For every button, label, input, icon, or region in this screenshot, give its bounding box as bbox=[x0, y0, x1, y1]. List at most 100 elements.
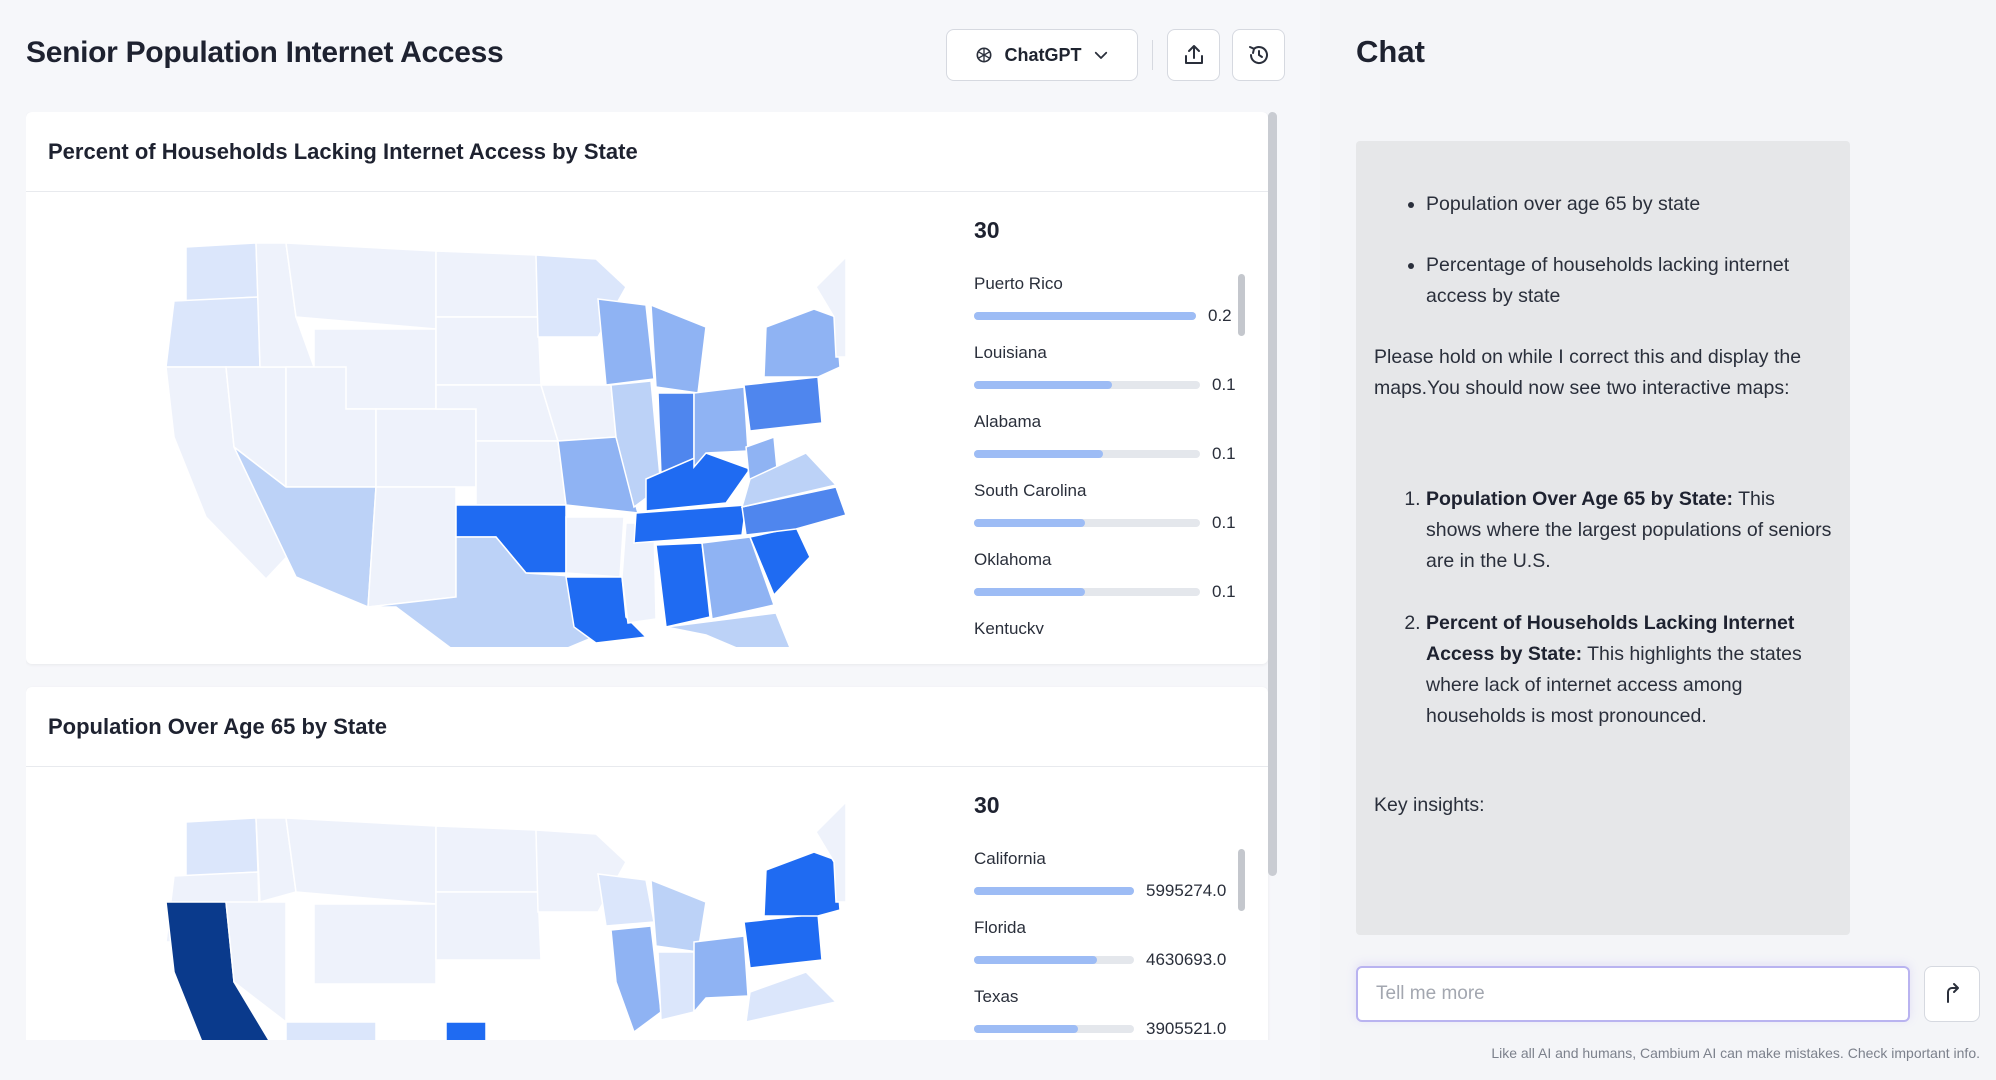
map-legend: 30 California 5995274.0 Florida 4630693.… bbox=[974, 792, 1274, 1040]
page-title: Senior Population Internet Access bbox=[26, 36, 504, 69]
legend-item[interactable]: Texas 3905521.0 bbox=[974, 987, 1274, 1040]
message-step: Population Over Age 65 by State: This sh… bbox=[1426, 484, 1832, 577]
legend-item-value: 0.1 bbox=[1212, 582, 1236, 601]
main-scrollbar[interactable] bbox=[1268, 112, 1277, 876]
internet-access-card: Percent of Households Lacking Internet A… bbox=[26, 112, 1268, 664]
state-arkansas bbox=[565, 516, 625, 578]
state-texas bbox=[367, 536, 595, 647]
legend-bar bbox=[974, 381, 1200, 389]
chevron-down-icon bbox=[1094, 51, 1107, 59]
state-washington bbox=[185, 817, 259, 877]
legend-item-name: Louisiana bbox=[974, 343, 1047, 362]
message-bullet-list: Population over age 65 by state Percenta… bbox=[1374, 189, 1832, 312]
state-illinois bbox=[610, 925, 662, 1034]
state-montana bbox=[285, 817, 437, 905]
legend-item-value: 0.1 bbox=[1212, 513, 1236, 532]
state-washington bbox=[185, 242, 259, 302]
state-idaho bbox=[255, 242, 316, 368]
legend-scrollbar[interactable] bbox=[1238, 274, 1245, 336]
legend-item[interactable]: Oklahoma 0.1 bbox=[974, 550, 1274, 619]
chat-input[interactable] bbox=[1356, 966, 1910, 1022]
state-ohio bbox=[693, 935, 749, 1015]
legend-count: 30 bbox=[974, 792, 1000, 818]
state-pennsylvania bbox=[743, 913, 823, 969]
step-text: This shows where the largest populations… bbox=[1426, 488, 1832, 572]
step-heading: Population Over Age 65 by State: bbox=[1426, 488, 1734, 510]
legend-bar bbox=[974, 312, 1196, 320]
us-choropleth-map-population[interactable] bbox=[146, 792, 846, 1040]
legend-item[interactable]: Puerto Rico 0.2 bbox=[974, 274, 1274, 343]
state-alabama bbox=[655, 542, 711, 628]
legend-bar-fill bbox=[974, 588, 1085, 596]
state-virginia bbox=[745, 971, 838, 1023]
charts-scroll-area[interactable]: Percent of Households Lacking Internet A… bbox=[26, 112, 1276, 1040]
legend-list[interactable]: Puerto Rico 0.2 Louisiana 0.1 Alabama 0.… bbox=[974, 274, 1274, 634]
state-arizona bbox=[233, 446, 377, 609]
state-georgia bbox=[701, 536, 775, 620]
legend-bar-fill bbox=[974, 381, 1112, 389]
dashboard-pane: Senior Population Internet Access ChatGP… bbox=[26, 29, 1285, 1040]
model-selector-label: ChatGPT bbox=[1004, 44, 1082, 65]
state-ohio bbox=[693, 386, 749, 470]
legend-item-name: Texas bbox=[974, 987, 1019, 1006]
toolbar: ChatGPT bbox=[946, 29, 1285, 81]
legend-item-name: Kentucky bbox=[974, 619, 1044, 634]
legend-item-name: South Carolina bbox=[974, 481, 1087, 500]
legend-item-name: Puerto Rico bbox=[974, 274, 1063, 293]
message-numbered-list: Population Over Age 65 by State: This sh… bbox=[1374, 484, 1832, 732]
legend-bar-fill bbox=[974, 450, 1103, 458]
legend-bar-fill bbox=[974, 887, 1134, 895]
chat-title: Chat bbox=[1356, 34, 1425, 69]
message-insights-heading: Key insights: bbox=[1374, 794, 1485, 816]
chatgpt-logo-icon bbox=[976, 47, 992, 63]
card-title: Population Over Age 65 by State bbox=[26, 687, 1268, 767]
legend-item-value: 3905521.0 bbox=[1146, 1019, 1227, 1038]
state-new-england bbox=[815, 800, 846, 903]
message-bullet: Population over age 65 by state bbox=[1426, 189, 1832, 220]
state-indiana bbox=[657, 951, 695, 1021]
state-new-england bbox=[815, 255, 846, 358]
state-virginia bbox=[740, 452, 838, 509]
legend-item[interactable]: California 5995274.0 bbox=[974, 849, 1274, 918]
state-north-dakota bbox=[435, 250, 539, 318]
legend-item[interactable]: Alabama 0.1 bbox=[974, 412, 1274, 481]
legend-item[interactable]: Louisiana 0.1 bbox=[974, 343, 1274, 412]
state-new-mexico bbox=[367, 486, 457, 608]
legend-bar-fill bbox=[974, 1025, 1078, 1033]
state-wyoming bbox=[313, 903, 437, 985]
model-selector-button[interactable]: ChatGPT bbox=[946, 29, 1138, 81]
legend-item-name: Alabama bbox=[974, 412, 1042, 431]
legend-item-value: 4630693.0 bbox=[1146, 950, 1227, 969]
step-text: This highlights the states where lack of… bbox=[1426, 643, 1802, 727]
chat-pane: Chat Population over age 65 by state Per… bbox=[1320, 0, 1996, 1080]
share-button[interactable] bbox=[1167, 29, 1220, 81]
legend-item[interactable]: South Carolina 0.1 bbox=[974, 481, 1274, 550]
message-bullet: Percentage of households lacking interne… bbox=[1426, 250, 1832, 312]
history-button[interactable] bbox=[1232, 29, 1285, 81]
legend-bar bbox=[974, 956, 1134, 964]
state-colorado bbox=[375, 408, 477, 488]
legend-bar bbox=[974, 588, 1200, 596]
legend-item-value: 0.1 bbox=[1212, 375, 1236, 394]
legend-item-name: Oklahoma bbox=[974, 550, 1052, 569]
state-wisconsin bbox=[597, 873, 655, 927]
legend-item[interactable]: Kentucky bbox=[974, 619, 1274, 634]
send-button[interactable] bbox=[1924, 966, 1980, 1022]
legend-scrollbar[interactable] bbox=[1238, 849, 1245, 911]
population-card: Population Over Age 65 by State bbox=[26, 687, 1268, 1040]
us-choropleth-map-internet[interactable] bbox=[146, 217, 846, 647]
state-florida bbox=[665, 612, 791, 647]
state-north-carolina bbox=[741, 486, 846, 536]
legend-bar-fill bbox=[974, 519, 1085, 527]
legend-bar bbox=[974, 519, 1200, 527]
message-step: Percent of Households Lacking Internet A… bbox=[1426, 608, 1832, 732]
state-texas bbox=[445, 1021, 487, 1040]
legend-bar-fill bbox=[974, 312, 1196, 320]
card-title: Percent of Households Lacking Internet A… bbox=[26, 112, 1268, 192]
share-icon bbox=[1184, 45, 1203, 64]
state-south-dakota bbox=[435, 316, 542, 386]
disclaimer-text: Like all AI and humans, Cambium AI can m… bbox=[1491, 1045, 1980, 1061]
legend-list[interactable]: California 5995274.0 Florida 4630693.0 T… bbox=[974, 849, 1274, 1040]
legend-item-name: California bbox=[974, 849, 1046, 868]
legend-item[interactable]: Florida 4630693.0 bbox=[974, 918, 1274, 987]
